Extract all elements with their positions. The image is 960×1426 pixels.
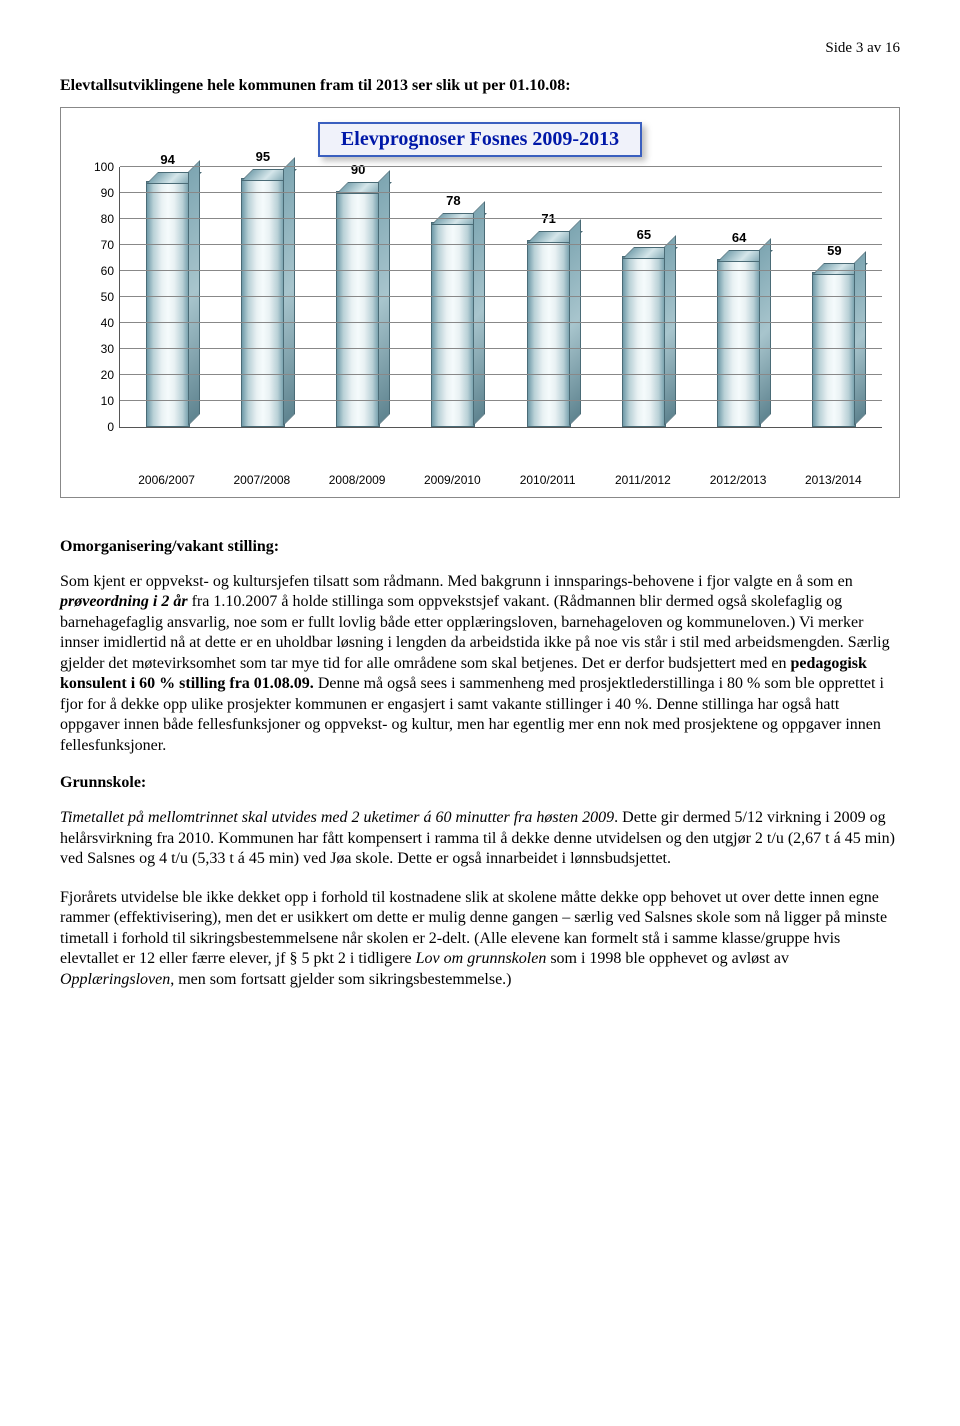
bar-value-label: 64 bbox=[732, 230, 746, 245]
grid-line bbox=[120, 322, 882, 323]
y-tick-label: 10 bbox=[84, 394, 114, 408]
chart-title: Elevprognoser Fosnes 2009-2013 bbox=[341, 128, 619, 150]
bar-value-label: 94 bbox=[160, 152, 174, 167]
y-tick-label: 90 bbox=[84, 186, 114, 200]
y-tick-label: 20 bbox=[84, 368, 114, 382]
x-tick-label: 2011/2012 bbox=[595, 473, 690, 487]
y-tick-label: 80 bbox=[84, 212, 114, 226]
x-tick-label: 2008/2009 bbox=[310, 473, 405, 487]
bar-slot: 78 bbox=[406, 193, 501, 427]
text-ital: Timetallet på mellomtrinnet skal utvides… bbox=[60, 809, 614, 826]
lead-sentence: Elevtallsutviklingene hele kommunen fram… bbox=[60, 77, 900, 95]
bar bbox=[431, 222, 475, 427]
grid-line bbox=[120, 270, 882, 271]
y-tick-label: 70 bbox=[84, 238, 114, 252]
bar bbox=[527, 240, 571, 427]
bar bbox=[336, 191, 380, 427]
text: , men som fortsatt gjelder som sikringsb… bbox=[170, 971, 511, 988]
x-tick-label: 2007/2008 bbox=[214, 473, 309, 487]
y-tick-label: 60 bbox=[84, 264, 114, 278]
section2-heading: Grunnskole: bbox=[60, 774, 900, 792]
grid-line bbox=[120, 348, 882, 349]
bar-slot: 65 bbox=[596, 227, 691, 427]
bar bbox=[241, 178, 285, 427]
text-emph: prøveordning i 2 år bbox=[60, 593, 188, 610]
bars-row: 9495907871656459 bbox=[120, 167, 882, 427]
bar-slot: 95 bbox=[215, 149, 310, 427]
section1-para: Som kjent er oppvekst- og kultursjefen t… bbox=[60, 572, 900, 756]
y-tick-label: 30 bbox=[84, 342, 114, 356]
x-tick-label: 2012/2013 bbox=[691, 473, 786, 487]
bar-value-label: 90 bbox=[351, 162, 365, 177]
section1-heading: Omorganisering/vakant stilling: bbox=[60, 538, 900, 556]
grid-line bbox=[120, 400, 882, 401]
y-tick-label: 40 bbox=[84, 316, 114, 330]
chart-plot: 9495907871656459 0102030405060708090100 bbox=[79, 167, 881, 467]
text: som i 1998 ble opphevet og avløst av bbox=[546, 950, 789, 967]
bar-slot: 64 bbox=[692, 230, 787, 427]
x-tick-label: 2006/2007 bbox=[119, 473, 214, 487]
bar bbox=[717, 259, 761, 427]
plot-area: 9495907871656459 0102030405060708090100 bbox=[119, 167, 882, 428]
x-tick-label: 2010/2011 bbox=[500, 473, 595, 487]
y-tick-label: 100 bbox=[84, 160, 114, 174]
chart-title-box: Elevprognoser Fosnes 2009-2013 bbox=[318, 122, 642, 157]
y-tick-label: 0 bbox=[84, 420, 114, 434]
text-ital: Opplæringsloven bbox=[60, 971, 170, 988]
grid-line bbox=[120, 218, 882, 219]
section2-para2: Fjorårets utvidelse ble ikke dekket opp … bbox=[60, 888, 900, 990]
grid-line bbox=[120, 244, 882, 245]
grid-line bbox=[120, 374, 882, 375]
grid-line bbox=[120, 166, 882, 167]
bar-value-label: 78 bbox=[446, 193, 460, 208]
grid-line bbox=[120, 192, 882, 193]
text-ital: Lov om grunnskolen bbox=[416, 950, 547, 967]
grid-line bbox=[120, 296, 882, 297]
bar bbox=[812, 272, 856, 427]
bar-value-label: 95 bbox=[256, 149, 270, 164]
text: Som kjent er oppvekst- og kultursjefen t… bbox=[60, 573, 853, 590]
chart-container: Elevprognoser Fosnes 2009-2013 94 95 90 78 7… bbox=[60, 107, 900, 498]
x-tick-label: 2009/2010 bbox=[405, 473, 500, 487]
page-number: Side 3 av 16 bbox=[60, 40, 900, 57]
bar bbox=[622, 256, 666, 427]
section2-para1: Timetallet på mellomtrinnet skal utvides… bbox=[60, 808, 900, 869]
x-tick-label: 2013/2014 bbox=[786, 473, 881, 487]
x-axis-labels: 2006/20072007/20082008/20092009/20102010… bbox=[79, 473, 881, 487]
y-tick-label: 50 bbox=[84, 290, 114, 304]
bar-value-label: 65 bbox=[637, 227, 651, 242]
bar-slot: 90 bbox=[311, 162, 406, 427]
